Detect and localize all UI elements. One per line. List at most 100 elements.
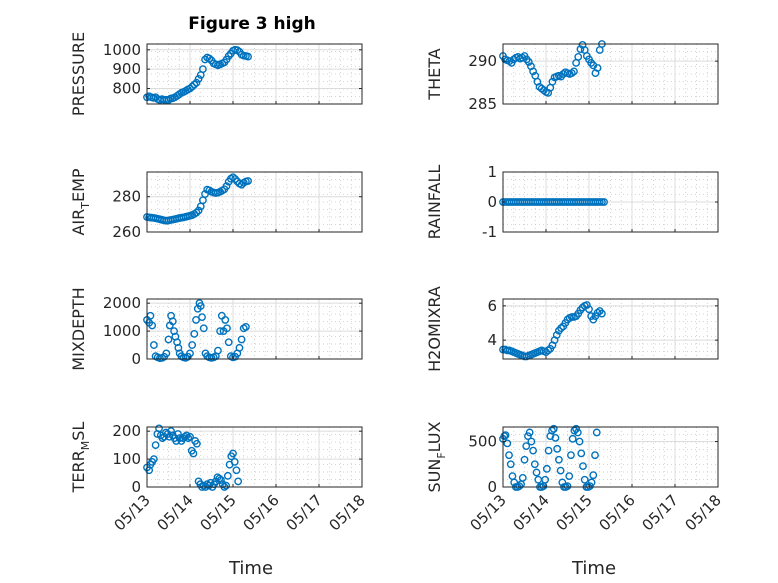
- data-point: [188, 82, 197, 91]
- y-axis-label: PRESSURE: [69, 32, 88, 116]
- y-label-main: RAINFALL: [425, 165, 444, 240]
- data-point: [508, 472, 517, 480]
- data-point: [575, 437, 584, 446]
- series-points: [143, 424, 243, 491]
- y-axis: 46: [487, 297, 719, 359]
- data-point: [587, 478, 596, 487]
- x-axis-label-right: Time: [571, 558, 616, 579]
- grid: [147, 172, 362, 233]
- data-point: [229, 173, 237, 182]
- data-point: [553, 444, 562, 453]
- data-point: [573, 428, 582, 437]
- data-point: [194, 74, 203, 83]
- data-point: [574, 52, 583, 61]
- data-point: [217, 311, 226, 320]
- series-points: [499, 301, 606, 361]
- data-point: [189, 449, 198, 458]
- axes-box: [502, 43, 719, 105]
- data-point: [205, 54, 214, 63]
- data-point: [217, 476, 225, 484]
- data-point: [244, 177, 252, 185]
- axes-box: [502, 426, 719, 488]
- y-label-subscript: F: [435, 452, 448, 458]
- x-tick-label: 05/16: [240, 491, 283, 534]
- data-point: [589, 471, 598, 480]
- data-point: [235, 343, 244, 352]
- y-label-tail: SL: [69, 422, 88, 441]
- data-point: [151, 441, 160, 450]
- y-label-main: THETA: [425, 48, 444, 100]
- data-point: [501, 431, 510, 440]
- figure-title: Figure 3 high: [188, 14, 316, 34]
- data-point: [598, 309, 606, 318]
- data-point: [241, 323, 250, 331]
- x-tick-label: 05/13: [111, 491, 154, 534]
- data-point: [530, 460, 539, 469]
- data-point: [548, 77, 557, 86]
- data-point: [518, 53, 527, 62]
- data-point: [522, 442, 531, 450]
- data-point: [190, 329, 199, 338]
- y-axis-label: H2OMIXRA: [425, 286, 444, 372]
- y-axis-label: SUNFLUX: [425, 421, 448, 492]
- data-point: [167, 427, 175, 436]
- data-point: [579, 462, 587, 470]
- y-label-main: MIXDEPTH: [69, 287, 88, 370]
- data-point: [552, 331, 561, 339]
- data-point: [515, 482, 524, 490]
- y-axis-label: AIRTEMP: [69, 168, 92, 235]
- x-axis: 05/13 05/14 05/15 05/16 05/17 05/18: [111, 491, 369, 534]
- y-tick-label: 280: [112, 188, 141, 206]
- y-tick-label: 0: [131, 478, 141, 496]
- data-point: [222, 481, 231, 490]
- y-tick-label: 6: [487, 297, 497, 315]
- axes-box: [146, 171, 363, 233]
- series-points: [143, 45, 252, 105]
- data-point: [551, 434, 560, 442]
- series-points: [143, 173, 252, 225]
- x-axis: 05/13 05/14 05/15 05/16 05/17 05/18: [467, 491, 725, 534]
- x-tick-label: 05/18: [326, 491, 369, 534]
- data-point: [591, 451, 599, 460]
- data-point: [149, 341, 158, 349]
- x-tick-label: 05/15: [197, 491, 240, 534]
- y-tick-label: 800: [112, 80, 141, 98]
- y-tick-label: 260: [112, 223, 141, 241]
- data-point: [174, 430, 182, 438]
- data-point: [194, 206, 203, 215]
- data-point: [155, 424, 163, 433]
- data-point: [192, 78, 201, 87]
- data-point: [223, 324, 231, 333]
- data-point: [544, 446, 553, 455]
- y-tick-label: 900: [112, 60, 141, 78]
- data-point: [196, 302, 205, 310]
- x-tick-label: 05/17: [639, 491, 682, 534]
- y-label-tail: EMP: [69, 168, 88, 202]
- y-label-subscript: M: [79, 441, 92, 451]
- panel-rainfall: -1 0 1 RAINFALL: [425, 163, 719, 241]
- y-axis: -1 0 1: [482, 163, 719, 241]
- data-point: [585, 482, 594, 490]
- data-point: [529, 67, 537, 76]
- data-point: [527, 437, 536, 446]
- data-point: [567, 451, 575, 460]
- data-point: [214, 346, 222, 355]
- data-point: [192, 316, 200, 324]
- y-tick-label: 0: [487, 193, 497, 211]
- data-point: [556, 466, 565, 475]
- x-tick-label: 05/14: [510, 491, 553, 534]
- data-point: [524, 432, 532, 440]
- y-tick-label: 290: [468, 52, 497, 70]
- data-point: [505, 57, 514, 66]
- data-point: [215, 474, 224, 483]
- data-point: [149, 455, 158, 463]
- panel-h2omixra: 46 H2OMIXRA: [425, 286, 719, 372]
- data-point: [224, 338, 233, 347]
- data-point: [544, 346, 553, 355]
- y-label-subscript: T: [79, 202, 92, 210]
- data-point: [229, 449, 237, 458]
- data-point: [222, 182, 231, 191]
